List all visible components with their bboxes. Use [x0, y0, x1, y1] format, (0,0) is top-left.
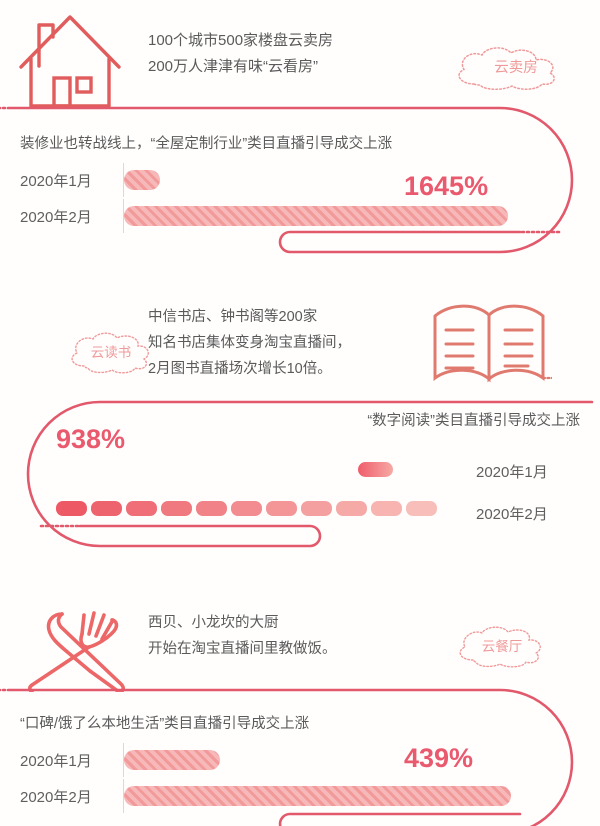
svg-text:云读书: 云读书	[91, 345, 132, 360]
svg-text:云卖房: 云卖房	[494, 59, 538, 76]
svg-text:云餐厅: 云餐厅	[482, 639, 523, 654]
